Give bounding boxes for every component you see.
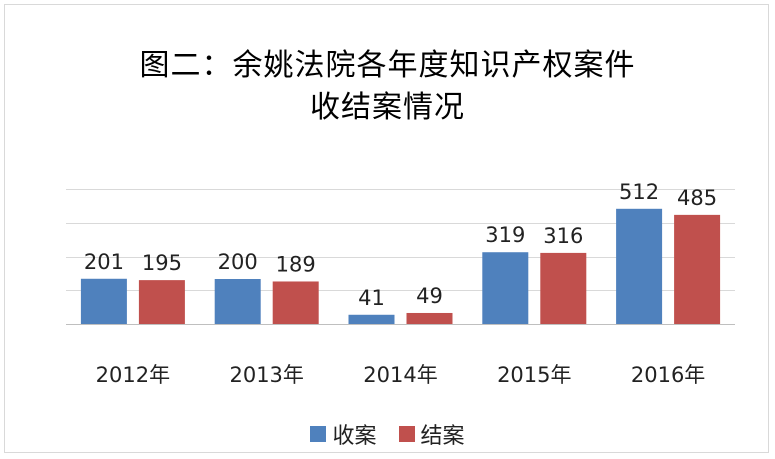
- data-label-0-2: 41: [358, 286, 385, 310]
- data-label-1-1: 189: [276, 252, 316, 276]
- bar-1-3: [540, 252, 587, 324]
- bar-1-4: [674, 214, 721, 324]
- data-label-0-0: 201: [84, 250, 124, 274]
- data-label-1-4: 485: [677, 186, 717, 210]
- chart-frame: [4, 4, 769, 453]
- x-tick-label-0: 2012年: [96, 363, 170, 387]
- legend: 收案 结案: [0, 418, 775, 450]
- bar-1-2: [406, 312, 453, 324]
- legend-swatch-series-0: [310, 426, 327, 442]
- x-tick-label-4: 2016年: [631, 363, 705, 387]
- bar-0-1: [214, 279, 261, 324]
- legend-item-series-1: 结案: [398, 418, 465, 450]
- x-tick-label-3: 2015年: [497, 363, 571, 387]
- legend-swatch-series-1: [398, 426, 415, 442]
- bar-0-4: [616, 208, 663, 324]
- bar-1-1: [272, 281, 319, 324]
- data-label-0-3: 319: [485, 223, 525, 247]
- data-label-0-1: 200: [218, 250, 258, 274]
- legend-label-series-1: 结案: [420, 424, 465, 449]
- legend-item-series-0: 收案: [310, 418, 377, 450]
- chart-title-line1: 图二：余姚法院各年度知识产权案件: [139, 48, 636, 83]
- bar-0-3: [482, 252, 529, 324]
- data-label-1-2: 49: [416, 284, 443, 308]
- x-tick-label-1: 2013年: [229, 363, 303, 387]
- data-label-0-4: 512: [619, 180, 659, 204]
- legend-label-series-0: 收案: [332, 424, 377, 449]
- data-label-1-3: 316: [543, 224, 583, 248]
- bar-0-2: [348, 314, 395, 324]
- bar-1-0: [138, 280, 185, 324]
- data-label-1-0: 195: [142, 251, 182, 275]
- chart-title-line2: 收结案情况: [310, 90, 465, 125]
- x-tick-label-2: 2014年: [363, 363, 437, 387]
- bar-0-0: [80, 278, 127, 324]
